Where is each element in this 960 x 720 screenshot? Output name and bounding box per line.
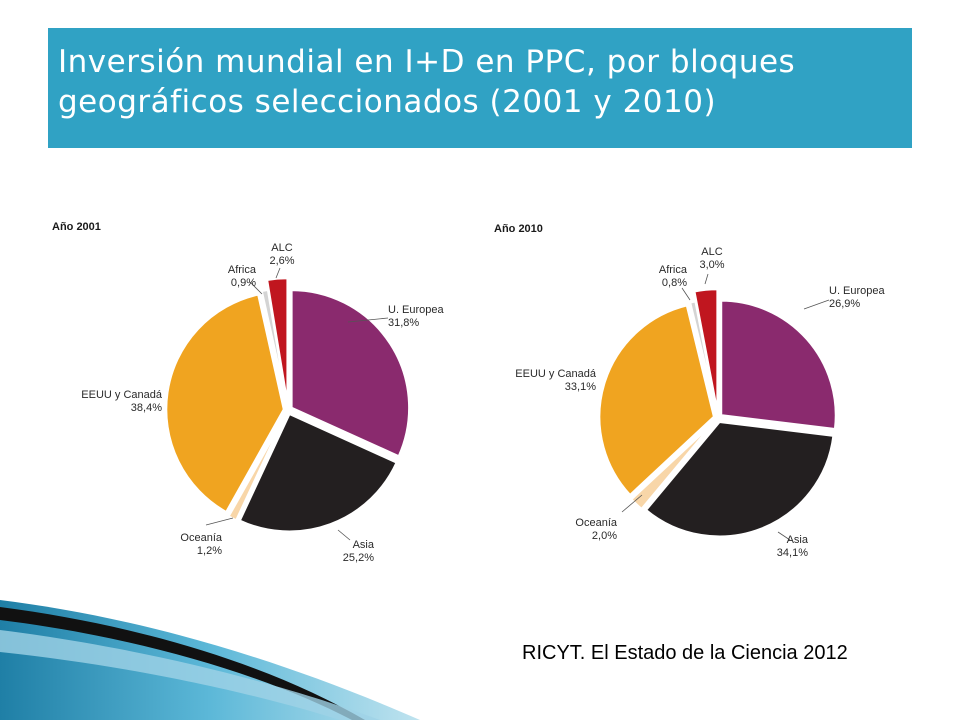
slice-value-asia: 25,2% xyxy=(343,552,374,564)
slice-value-africa: 0,9% xyxy=(231,277,256,289)
slice-label-oceania: Oceanía xyxy=(180,532,222,544)
leader-line-africa xyxy=(249,281,263,295)
slice-value-oceania: 2,0% xyxy=(592,530,617,542)
slice-value-eeuu-y-canada: 33,1% xyxy=(565,381,596,393)
pie-slice-alc xyxy=(692,287,719,415)
slice-value-eeuu-y-canada: 38,4% xyxy=(131,402,162,414)
leader-line-africa xyxy=(681,287,691,301)
slice-value-u-europea: 31,8% xyxy=(388,317,419,329)
slice-value-oceania: 1,2% xyxy=(197,545,222,557)
pie-slice-u-europea xyxy=(290,288,411,459)
title-banner: Inversión mundial en I+D en PPC, por blo… xyxy=(48,28,912,148)
slice-label-eeuu-y-canada: EEUU y Canadá xyxy=(515,368,597,380)
leader-line-u-europea xyxy=(803,299,830,310)
pie-slice-asia xyxy=(237,412,399,533)
leader-line-u-europea xyxy=(347,317,389,323)
pie-slice-u-europea xyxy=(719,299,838,431)
pie-slice-eeuu-y-canada xyxy=(164,292,286,515)
pie-slice-asia xyxy=(644,420,836,538)
leader-line-asia xyxy=(337,529,351,541)
slice-value-africa: 0,8% xyxy=(662,277,687,289)
slice-value-alc: 3,0% xyxy=(699,259,724,271)
slice-value-alc: 2,6% xyxy=(269,255,294,267)
slice-label-oceania: Oceanía xyxy=(575,517,617,529)
pie-slice-eeuu-y-canada xyxy=(597,303,716,498)
leader-line-alc xyxy=(704,273,709,285)
slice-label-africa: Africa xyxy=(659,264,688,276)
slice-label-asia: Asia xyxy=(787,534,809,546)
leader-line-alc xyxy=(275,267,281,279)
pie-slice-oceania xyxy=(629,419,717,511)
slice-label-u-europea: U. Europea xyxy=(829,285,886,297)
leader-line-asia xyxy=(777,531,791,541)
slide-title: Inversión mundial en I+D en PPC, por blo… xyxy=(58,44,796,120)
leader-line-oceania xyxy=(621,494,643,513)
pie-slice-alc xyxy=(265,276,289,407)
slice-label-eeuu-y-canada: EEUU y Canadá xyxy=(81,389,163,401)
source-caption: RICYT. El Estado de la Ciencia 2012 xyxy=(522,642,848,664)
chart-title: Año 2001 xyxy=(52,221,101,233)
slice-label-africa: Africa xyxy=(228,264,257,276)
slice-label-alc: ALC xyxy=(271,242,292,254)
slice-label-u-europea: U. Europea xyxy=(388,304,445,316)
slice-value-u-europea: 26,9% xyxy=(829,298,860,310)
chart-title: Año 2010 xyxy=(494,223,543,235)
slice-label-asia: Asia xyxy=(353,539,375,551)
slice-label-alc: ALC xyxy=(701,246,722,258)
slice-value-asia: 34,1% xyxy=(777,547,808,559)
leader-line-oceania xyxy=(205,517,234,526)
